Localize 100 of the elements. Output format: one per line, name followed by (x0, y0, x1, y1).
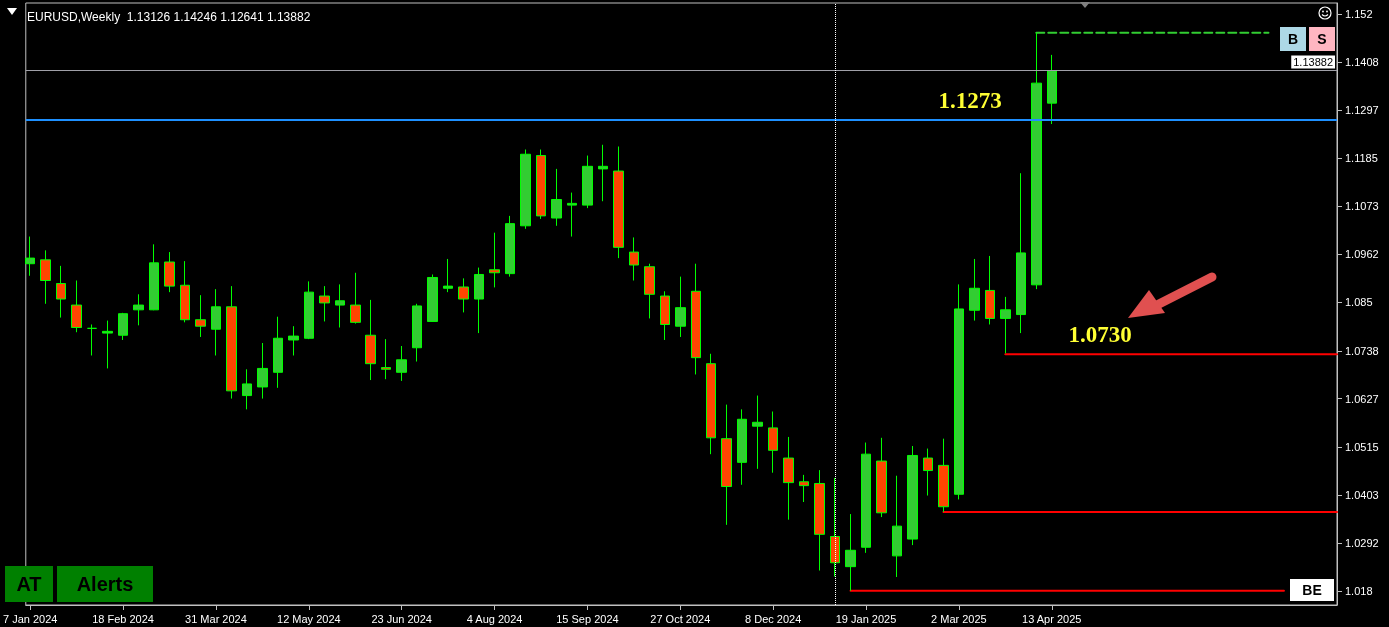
x-tick-label: 15 Sep 2024 (556, 612, 619, 625)
candlestick (938, 438, 949, 513)
y-tick-label: 1.0627 (1345, 392, 1379, 405)
candlestick (443, 258, 453, 293)
candlestick (598, 144, 608, 202)
ref-line-label: 1.13882 (1293, 56, 1333, 69)
candlestick (691, 263, 701, 375)
x-tick-label: 8 Dec 2024 (745, 612, 802, 625)
candlestick (195, 294, 206, 338)
candlestick (226, 285, 237, 400)
candlestick (536, 149, 546, 220)
annotation: 1.1273 (937, 88, 1003, 114)
candlestick (675, 276, 686, 338)
candlestick (25, 236, 35, 277)
candlestick (273, 316, 283, 389)
y-tick-label: 1.018 (1345, 585, 1373, 598)
candlestick (56, 265, 66, 319)
x-tick-label: 23 Jun 2024 (371, 612, 432, 625)
candlestick (644, 263, 655, 319)
x-tick-label: 12 May 2024 (277, 612, 341, 625)
annotation: BE (1290, 579, 1334, 601)
candlestick (985, 255, 995, 325)
candlestick (861, 442, 871, 554)
candlestick (87, 323, 97, 356)
candlestick (876, 437, 887, 518)
candlestick (350, 272, 361, 325)
y-tick-label: 1.0738 (1345, 344, 1379, 357)
candlestick (1047, 54, 1057, 125)
candlestick (845, 513, 856, 592)
candlestick (1000, 296, 1011, 354)
x-tick-label: 19 Jan 2025 (835, 612, 897, 625)
candlestick (381, 338, 391, 380)
x-tick-label: 7 Jan 2024 (3, 612, 58, 625)
candlestick (629, 236, 639, 282)
candlestick (505, 215, 515, 278)
candlestick (427, 273, 438, 323)
candlestick (71, 280, 82, 333)
candlestick (613, 146, 624, 259)
candlestick (582, 155, 593, 209)
candlestick (551, 168, 562, 227)
x-tick-label: 2 Mar 2025 (931, 612, 987, 625)
candlestick (257, 342, 268, 400)
candlestick (396, 345, 407, 382)
candlestick (1016, 172, 1026, 334)
y-tick-label: 1.0515 (1345, 440, 1379, 453)
candlestick (288, 325, 299, 356)
y-tick-label: 1.1073 (1345, 200, 1379, 213)
candlestick (954, 283, 964, 500)
candlestick (567, 192, 577, 238)
y-tick-label: 1.0962 (1345, 248, 1379, 261)
y-tick-label: 1.1408 (1345, 56, 1379, 69)
candlestick (660, 290, 670, 341)
annotation: 1.0730 (1067, 322, 1133, 348)
y-tick-label: 1.152 (1345, 7, 1373, 20)
candlestick (474, 267, 484, 334)
candlestick (737, 408, 747, 486)
candlestick (242, 368, 252, 410)
y-tick-label: 1.0403 (1345, 489, 1379, 502)
candlestick (907, 445, 918, 546)
candlestick (211, 288, 221, 356)
candlestick (752, 395, 763, 470)
candlestick (489, 232, 500, 288)
candlestick (721, 404, 732, 526)
x-tick-label: 27 Oct 2024 (650, 612, 711, 625)
text: EURUSD,Weekly 1.13126 1.14246 1.12641 1.13882 (27, 10, 311, 24)
x-tick-label: 13 Apr 2025 (1022, 612, 1082, 625)
candlestick (768, 411, 778, 474)
candlestick (830, 477, 840, 578)
y-tick-label: 1.085 (1345, 296, 1373, 309)
candlestick (118, 312, 128, 341)
candlestick (180, 260, 190, 323)
candlestick (799, 474, 809, 503)
candlestick (40, 249, 51, 305)
candlestick (969, 258, 980, 322)
candlestick (923, 448, 933, 497)
candlestick (892, 475, 902, 578)
candlestick (133, 293, 144, 326)
candlestick (412, 303, 422, 363)
annotation: S (1309, 27, 1335, 51)
candlestick (783, 436, 794, 521)
y-tick-label: 1.0292 (1345, 536, 1379, 549)
annotation: Alerts (57, 566, 153, 602)
candlestick (365, 299, 376, 381)
candlestick (335, 283, 345, 328)
candlestick (149, 243, 159, 311)
candlestick (164, 251, 175, 293)
candlestick (304, 280, 314, 340)
candlestick (319, 285, 330, 322)
annotation: B (1280, 27, 1306, 51)
x-tick-label: 31 Mar 2024 (185, 612, 247, 625)
candlestick (520, 149, 531, 230)
candlestick (102, 320, 113, 369)
y-tick-label: 1.1297 (1345, 103, 1379, 116)
x-tick-label: 4 Aug 2024 (466, 612, 523, 625)
annotation: AT (5, 566, 53, 602)
x-tick-label: 18 Feb 2024 (92, 612, 154, 625)
candlestick (706, 353, 716, 455)
y-tick-label: 1.1185 (1345, 152, 1378, 165)
candlestick (458, 277, 469, 313)
candlestick (814, 469, 825, 572)
